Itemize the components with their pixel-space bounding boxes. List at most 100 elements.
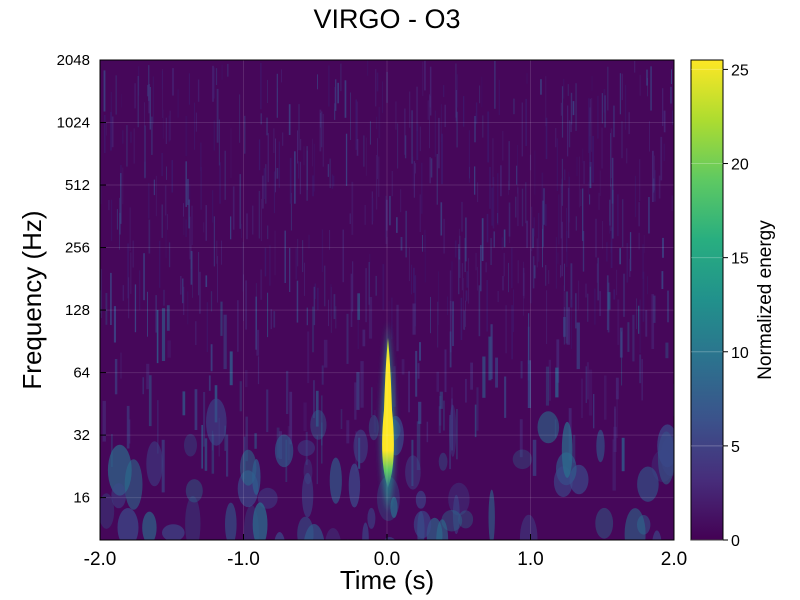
y-axis: 16 32 64 128 256 512 1024 2048 <box>57 52 106 507</box>
noise-streak <box>182 391 186 416</box>
noise-streak <box>187 291 189 325</box>
noise-streak <box>168 242 171 268</box>
noise-streak <box>223 314 227 370</box>
noise-streak <box>167 214 168 230</box>
noise-streak <box>513 289 514 332</box>
noise-streak <box>560 184 563 239</box>
noise-streak <box>458 228 460 258</box>
noise-streak <box>111 116 114 148</box>
noise-streak <box>363 135 365 167</box>
noise-streak <box>148 375 152 427</box>
noise-streak <box>592 136 594 183</box>
noise-blob <box>310 410 327 440</box>
noise-streak <box>663 110 666 133</box>
noise-streak <box>426 421 429 443</box>
noise-blob <box>329 457 342 504</box>
noise-streak <box>438 117 440 169</box>
noise-streak <box>122 167 124 205</box>
noise-streak <box>414 275 417 327</box>
noise-streak <box>591 98 593 152</box>
noise-streak <box>306 307 308 326</box>
noise-streak <box>149 87 151 130</box>
noise-streak <box>371 198 374 222</box>
noise-streak <box>188 199 190 229</box>
noise-streak <box>497 173 499 225</box>
noise-streak <box>515 196 517 218</box>
noise-streak <box>575 83 577 131</box>
noise-streak <box>482 115 484 138</box>
noise-streak <box>397 123 399 169</box>
noise-streak <box>461 263 464 291</box>
noise-streak <box>155 295 157 333</box>
noise-streak <box>189 184 191 203</box>
noise-streak <box>566 207 567 252</box>
noise-streak <box>289 248 291 292</box>
noise-streak <box>349 213 351 224</box>
noise-streak <box>421 162 423 214</box>
noise-streak <box>303 146 305 166</box>
noise-streak <box>275 138 276 193</box>
noise-streak <box>137 76 139 128</box>
noise-streak <box>570 122 572 133</box>
noise-streak <box>628 112 630 135</box>
noise-streak <box>385 195 387 238</box>
noise-streak <box>159 240 161 288</box>
noise-blob <box>390 496 398 518</box>
noise-blob <box>243 505 259 540</box>
noise-streak <box>216 88 219 143</box>
noise-streak <box>651 294 655 349</box>
noise-streak <box>424 234 426 283</box>
noise-streak <box>408 247 410 282</box>
noise-streak <box>335 306 337 329</box>
chirp-signal <box>380 322 396 512</box>
noise-streak <box>449 270 452 310</box>
noise-blob <box>519 514 538 540</box>
noise-streak <box>144 102 145 127</box>
noise-streak <box>262 175 264 209</box>
noise-streak <box>437 301 439 348</box>
noise-streak <box>465 378 467 403</box>
noise-streak <box>434 110 436 157</box>
noise-streak <box>210 344 213 372</box>
noise-streak <box>534 150 536 195</box>
noise-streak <box>121 94 122 108</box>
noise-streak <box>621 73 623 101</box>
noise-streak <box>527 360 531 408</box>
noise-streak <box>430 158 433 178</box>
noise-streak <box>139 270 141 311</box>
noise-streak <box>468 130 470 183</box>
noise-streak <box>408 371 410 413</box>
noise-streak <box>521 102 523 157</box>
noise-streak <box>103 70 106 112</box>
noise-streak <box>185 161 187 207</box>
noise-streak <box>357 293 360 320</box>
noise-streak <box>486 213 489 243</box>
noise-streak <box>130 252 132 294</box>
noise-blob <box>452 494 460 535</box>
noise-streak <box>197 79 200 102</box>
noise-blob <box>142 511 157 540</box>
noise-streak <box>639 299 641 354</box>
noise-streak <box>376 72 379 92</box>
noise-streak <box>529 154 532 171</box>
noise-streak <box>340 63 342 92</box>
noise-streak <box>147 291 148 337</box>
noise-streak <box>418 401 422 424</box>
noise-streak <box>419 126 421 152</box>
noise-streak <box>575 293 577 329</box>
noise-streak <box>490 324 493 379</box>
noise-streak <box>350 273 353 327</box>
noise-streak <box>110 112 112 151</box>
noise-streak <box>636 298 637 330</box>
noise-streak <box>612 189 614 239</box>
noise-streak <box>495 357 498 388</box>
noise-streak <box>153 179 155 196</box>
noise-streak <box>307 331 310 384</box>
noise-streak <box>413 267 415 293</box>
noise-layer <box>100 60 674 540</box>
noise-streak <box>490 238 492 265</box>
noise-streak <box>443 400 445 431</box>
noise-streak <box>542 200 544 247</box>
noise-streak <box>650 66 652 111</box>
noise-blob <box>257 487 278 509</box>
